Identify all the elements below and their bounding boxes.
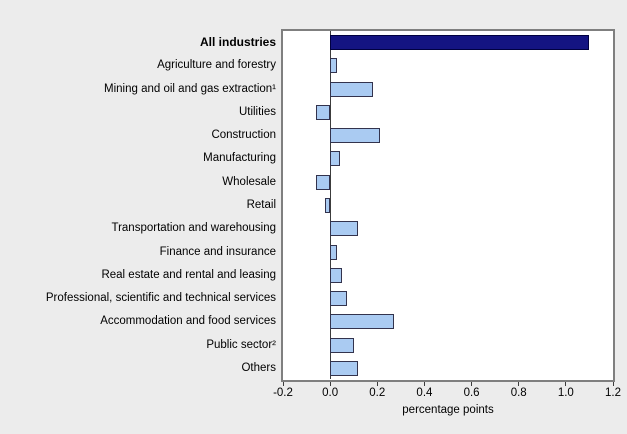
x-tick-label-0.4: 0.4 xyxy=(416,387,433,399)
x-tick-label-0.2: 0.2 xyxy=(369,387,386,399)
x-tick-mark-0.2 xyxy=(376,382,378,386)
x-tick-mark-0.6 xyxy=(471,382,473,386)
x-tick-label-0.6: 0.6 xyxy=(463,387,480,399)
bar-utilities xyxy=(316,104,331,120)
bar-professional-scientific-and-technical-services xyxy=(330,291,347,307)
category-label-professional-scientific-and-technical-services: Professional, scientific and technical s… xyxy=(45,292,276,305)
category-label-real-estate-and-rental-and-leasing: Real estate and rental and leasing xyxy=(101,268,276,281)
x-tick-mark-1.2 xyxy=(612,382,614,386)
category-label-wholesale: Wholesale xyxy=(222,175,276,188)
bar-others xyxy=(330,360,359,376)
zero-baseline xyxy=(329,31,331,379)
x-tick-label-1.2: 1.2 xyxy=(605,387,621,399)
category-label-public-sector: Public sector² xyxy=(206,338,276,351)
x-tick-label--0.2: -0.2 xyxy=(273,387,293,399)
category-label-finance-and-insurance: Finance and insurance xyxy=(159,245,276,258)
bar-agriculture-and-forestry xyxy=(330,58,338,74)
x-tick-label-0.0: 0.0 xyxy=(322,387,339,399)
category-label-utilities: Utilities xyxy=(238,105,276,118)
x-tick-mark-0.0 xyxy=(329,382,331,386)
bar-mining-and-oil-and-gas-extraction xyxy=(330,81,373,97)
x-tick-label-0.8: 0.8 xyxy=(510,387,527,399)
x-tick-label-1.0: 1.0 xyxy=(557,387,574,399)
bar-real-estate-and-rental-and-leasing xyxy=(330,267,342,283)
x-tick-mark--0.2 xyxy=(282,382,284,386)
bar-all-industries xyxy=(330,35,590,51)
bar-accommodation-and-food-services xyxy=(330,314,394,330)
bar-finance-and-insurance xyxy=(330,244,338,260)
x-tick-mark-0.4 xyxy=(423,382,425,386)
x-tick-mark-0.8 xyxy=(518,382,520,386)
category-label-manufacturing: Manufacturing xyxy=(203,152,276,165)
bar-manufacturing xyxy=(330,151,340,167)
category-label-agriculture-and-forestry: Agriculture and forestry xyxy=(157,59,276,72)
category-label-construction: Construction xyxy=(211,129,276,142)
category-label-transportation-and-warehousing: Transportation and warehousing xyxy=(111,222,276,235)
bar-transportation-and-warehousing xyxy=(330,221,359,237)
category-label-others: Others xyxy=(241,361,276,374)
bar-wholesale xyxy=(316,174,331,190)
x-tick-mark-1.0 xyxy=(565,382,567,386)
x-axis-title: percentage points xyxy=(402,404,494,416)
category-label-all-industries: All industries xyxy=(199,35,276,50)
category-label-mining-and-oil-and-gas-extraction: Mining and oil and gas extraction¹ xyxy=(104,82,276,95)
bar-public-sector xyxy=(330,337,354,353)
bar-retail xyxy=(325,198,331,213)
category-label-retail: Retail xyxy=(246,199,276,211)
category-label-accommodation-and-food-services: Accommodation and food services xyxy=(100,315,276,328)
bar-construction xyxy=(330,128,380,144)
